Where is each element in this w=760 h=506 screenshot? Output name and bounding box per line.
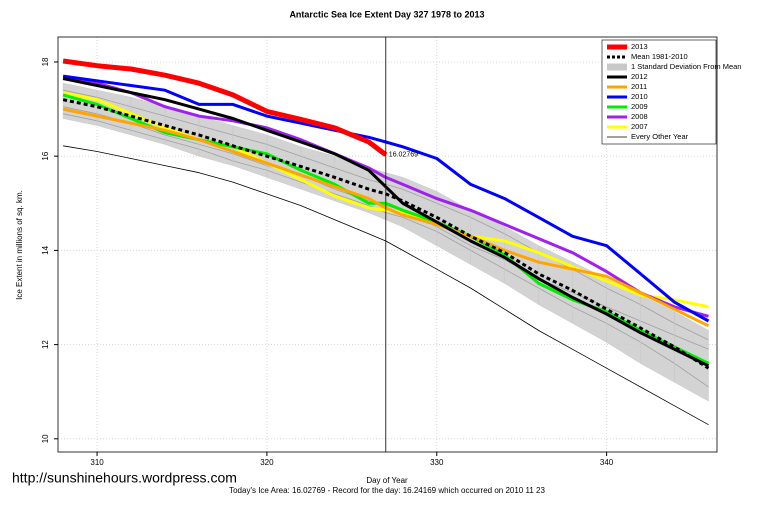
- y-tick-label: 12: [41, 340, 50, 349]
- x-tick-label: 330: [430, 458, 444, 467]
- y-axis-label: Ice Extent in millions of sq. km.: [15, 190, 24, 300]
- legend-swatch: [607, 63, 627, 71]
- footer-note: Today's Ice Area: 16.02769 - Record for …: [229, 486, 545, 495]
- legend-label: 2007: [631, 122, 648, 131]
- legend-label: 2009: [631, 102, 648, 111]
- x-tick-label: 310: [90, 458, 104, 467]
- legend-label: Every Other Year: [631, 132, 689, 141]
- legend-label: 2012: [631, 72, 648, 81]
- legend-label: 2008: [631, 112, 648, 121]
- y-tick-label: 14: [41, 245, 50, 254]
- chart-title: Antarctic Sea Ice Extent Day 327 1978 to…: [289, 9, 484, 19]
- annotation: 16.02769: [389, 152, 418, 159]
- x-axis-label: Day of Year: [366, 476, 408, 485]
- legend-label: 1 Standard Deviation From Mean: [631, 62, 741, 71]
- watermark: http://sunshinehours.wordpress.com: [12, 470, 237, 486]
- y-tick-label: 18: [41, 57, 50, 66]
- legend-label: 2013: [631, 42, 648, 51]
- series-line: [62, 58, 388, 157]
- x-tick-label: 340: [600, 458, 614, 467]
- legend-label: 2011: [631, 82, 647, 91]
- y-tick-label: 16: [41, 151, 50, 160]
- y-tick-label: 10: [41, 434, 50, 443]
- legend-label: 2010: [631, 92, 648, 101]
- plot-frame: [57, 36, 718, 453]
- x-tick-label: 320: [260, 458, 274, 467]
- legend-label: Mean 1981-2010: [631, 52, 688, 61]
